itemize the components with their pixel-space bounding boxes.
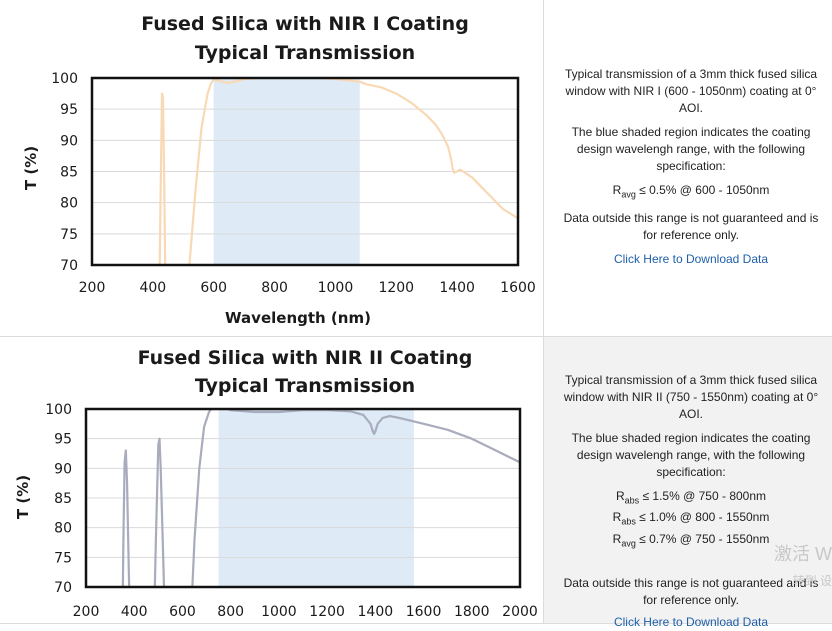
spec-subscript: abs	[624, 495, 640, 506]
spec-symbol: R	[612, 510, 622, 525]
shaded-region-note: The blue shaded region indicates the coa…	[571, 431, 811, 479]
x-tick-label: 1400	[358, 604, 394, 620]
x-tick-label: 1800	[454, 604, 490, 620]
description-panel-nir2: Typical transmission of a 3mm thick fuse…	[544, 337, 832, 629]
spec-text: ≤ 0.5% @ 600 - 1050nm	[635, 183, 770, 197]
spec-line: Ravg ≤ 0.7% @ 750 - 1550nm	[558, 531, 824, 552]
plot-frame	[90, 76, 520, 267]
chart-title-line1: Fused Silica with NIR II Coating	[138, 347, 473, 369]
y-tick-label: 70	[60, 258, 78, 274]
y-tick-label: 95	[60, 102, 78, 118]
y-tick-label: 75	[54, 550, 72, 566]
chart-title-line1: Fused Silica with NIR I Coating	[141, 13, 469, 35]
y-axis-label: T (%)	[14, 475, 32, 519]
y-tick-label: 85	[60, 165, 78, 181]
transmission-series-line	[121, 409, 520, 587]
x-tick-label: 400	[139, 280, 166, 296]
x-axis-label: Wavelength (nm)	[225, 309, 371, 327]
spec-text: ≤ 0.7% @ 750 - 1550nm	[635, 531, 770, 546]
x-tick-label: 1600	[406, 604, 442, 620]
spec-line: Rabs ≤ 1.0% @ 800 - 1550nm	[558, 509, 824, 530]
shaded-region-note: The blue shaded region indicates the coa…	[571, 125, 811, 173]
spec-symbol: R	[612, 183, 622, 197]
spec-line: Rabs ≤ 1.5% @ 750 - 800nm	[558, 488, 824, 509]
x-tick-label: 800	[261, 280, 288, 296]
x-tick-label: 1400	[439, 280, 475, 296]
y-tick-label: 80	[60, 196, 78, 212]
chart-row-nir2: Fused Silica with NIR II Coating Typical…	[0, 337, 832, 629]
download-data-link[interactable]: Click Here to Download Data	[613, 252, 769, 267]
x-tick-label: 1600	[500, 280, 536, 296]
disclaimer-text: Data outside this range is not guarantee…	[563, 576, 819, 608]
activation-watermark: 激活 W	[774, 544, 832, 564]
y-tick-label: 95	[54, 432, 72, 448]
x-tick-label: 1200	[309, 604, 345, 620]
y-tick-label: 100	[45, 402, 72, 418]
x-tick-label: 200	[73, 604, 100, 620]
chart-title-line2: Typical Transmission	[195, 42, 415, 64]
activation-watermark-sub: 转到 设	[792, 574, 832, 588]
x-tick-label: 2000	[502, 604, 538, 620]
x-tick-label: 200	[79, 280, 106, 296]
spec-list: Rabs ≤ 1.5% @ 750 - 800nm Rabs ≤ 1.0% @ 8…	[558, 488, 824, 552]
description-text: Typical transmission of a 3mm thick fuse…	[563, 373, 819, 421]
chart-panel-nir1: Fused Silica with NIR I Coating Typical …	[0, 0, 544, 336]
transmission-series-line	[158, 78, 518, 265]
x-tick-label: 1200	[378, 280, 414, 296]
chart-svg-nir1: Fused Silica with NIR I Coating Typical …	[22, 13, 536, 327]
chart-svg-nir2: Fused Silica with NIR II Coating Typical…	[14, 347, 538, 620]
y-tick-label: 85	[54, 491, 72, 507]
x-tick-label: 600	[169, 604, 196, 620]
x-tick-label: 600	[200, 280, 227, 296]
y-tick-label: 100	[51, 71, 78, 87]
x-tick-label: 400	[121, 604, 148, 620]
x-tick-label: 1000	[261, 604, 297, 620]
y-tick-label: 70	[54, 580, 72, 596]
spec-subscript: avg	[621, 189, 636, 200]
chart-panel-nir2: Fused Silica with NIR II Coating Typical…	[0, 337, 544, 623]
chart-row-nir1: Fused Silica with NIR I Coating Typical …	[0, 0, 832, 337]
download-data-link[interactable]: Click Here to Download Data	[613, 615, 769, 630]
spec-text: ≤ 1.0% @ 800 - 1550nm	[635, 510, 770, 525]
spec-symbol: R	[612, 531, 622, 546]
y-tick-label: 90	[60, 133, 78, 149]
x-tick-label: 800	[217, 604, 244, 620]
spec-subscript: abs	[621, 516, 636, 527]
spec-symbol: R	[615, 489, 625, 503]
description-panel-nir1: Typical transmission of a 3mm thick fuse…	[544, 0, 832, 336]
y-tick-label: 90	[54, 461, 72, 477]
spec-line: Ravg ≤ 0.5% @ 600 - 1050nm	[558, 182, 824, 203]
y-axis-label: T (%)	[22, 146, 40, 190]
disclaimer-text: Data outside this range is not guarantee…	[563, 211, 819, 243]
spec-subscript: avg	[621, 538, 636, 549]
spec-text: ≤ 1.5% @ 750 - 800nm	[639, 489, 767, 503]
chart-title-line2: Typical Transmission	[195, 375, 415, 397]
plot-frame	[84, 407, 522, 589]
y-tick-label: 75	[60, 227, 78, 243]
x-tick-label: 1000	[318, 280, 354, 296]
description-text: Typical transmission of a 3mm thick fuse…	[564, 67, 818, 115]
spec-list: Ravg ≤ 0.5% @ 600 - 1050nm	[558, 182, 824, 203]
y-tick-label: 80	[54, 521, 72, 537]
